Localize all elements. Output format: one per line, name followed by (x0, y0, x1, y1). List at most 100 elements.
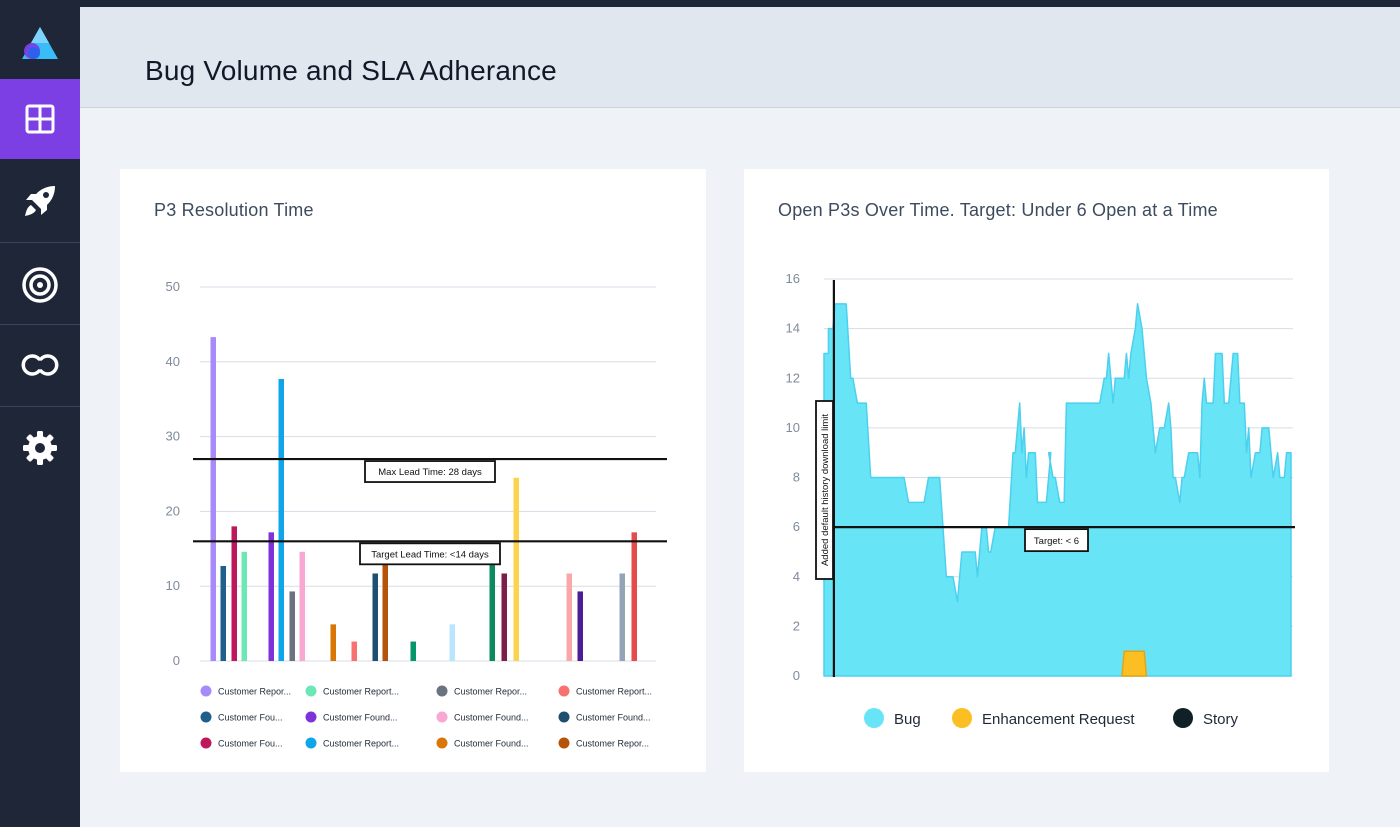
dashboard-icon (25, 104, 55, 134)
top-strip (0, 0, 1400, 7)
marker-label: Added default history download limit (820, 414, 831, 566)
legend-swatch (952, 708, 972, 728)
legend-swatch (436, 711, 448, 723)
reference-line-label-box (359, 542, 501, 566)
legend-swatch (305, 737, 317, 749)
page-header: Bug Volume and SLA Adherance (80, 7, 1400, 108)
y-tick-label: 4 (793, 569, 800, 584)
legend-swatch (200, 685, 212, 697)
legend-item-label: Enhancement Request (982, 711, 1135, 728)
legend-item-label: Customer Found... (323, 713, 398, 723)
gear-icon (23, 431, 57, 465)
legend-swatch (558, 685, 570, 697)
y-tick-label: 8 (793, 470, 800, 485)
nav-divider (0, 324, 80, 325)
y-tick-label: 0 (173, 653, 180, 668)
bar (210, 337, 216, 661)
nav-settings[interactable] (0, 408, 80, 488)
chart-card-resolution-time: P3 Resolution Time 0 10 20 30 40 50 Max Lead T… (120, 169, 706, 772)
legend-item-label: Customer Fou... (218, 713, 283, 723)
legend-swatch (436, 737, 448, 749)
nav-dashboard[interactable] (0, 79, 80, 159)
rocket-icon (25, 186, 55, 216)
y-tick-label: 6 (793, 519, 800, 534)
legend-item-label: Customer Found... (576, 713, 651, 723)
legend-item-label: Story (1203, 711, 1239, 728)
chart-card-open-p3s: Open P3s Over Time. Target: Under 6 Open… (744, 169, 1329, 772)
logo-icon (22, 27, 58, 59)
legend-swatch (1173, 708, 1193, 728)
legend-swatch (305, 711, 317, 723)
y-tick-label: 16 (786, 271, 800, 286)
bar (330, 624, 336, 661)
bar (382, 552, 388, 661)
nav-target[interactable] (0, 245, 80, 325)
y-tick-label: 10 (166, 578, 180, 593)
bar (289, 591, 295, 661)
bar (220, 566, 226, 661)
legend-item-label: Customer Repor... (218, 687, 291, 697)
reference-line-label: Target Lead Time: <14 days (371, 549, 489, 560)
legend-item-label: Customer Report... (576, 687, 652, 697)
legend-swatch (558, 711, 570, 723)
bar (631, 532, 637, 661)
legend-swatch (558, 737, 570, 749)
bar (449, 624, 455, 661)
bar (501, 573, 507, 661)
legend-item-label: Customer Report... (323, 687, 399, 697)
y-tick-label: 2 (793, 618, 800, 633)
area-chart: 0 2 4 6 8 10 12 14 16 Target: < 6 Added default hi… (786, 271, 1295, 728)
legend-item-label: Customer Found... (454, 739, 529, 749)
loop-icon (21, 354, 59, 376)
legend-item-label: Customer Repor... (454, 687, 527, 697)
nav-divider (0, 242, 80, 243)
legend-swatch (200, 737, 212, 749)
legend-item-label: Bug (894, 711, 921, 728)
bar (278, 379, 284, 661)
legend-item-label: Customer Found... (454, 713, 529, 723)
legend-swatch (305, 685, 317, 697)
legend-item-label: Customer Fou... (218, 739, 283, 749)
bar (241, 551, 247, 661)
bar (410, 641, 416, 661)
legend-swatch (864, 708, 884, 728)
bar (372, 573, 378, 661)
reference-line-label: Target: < 6 (1034, 536, 1079, 547)
bar (489, 547, 495, 661)
chart-title: P3 Resolution Time (154, 200, 314, 220)
bar (268, 532, 274, 661)
page-title: Bug Volume and SLA Adherance (145, 55, 557, 86)
app-logo[interactable] (0, 7, 80, 79)
y-tick-label: 0 (793, 668, 800, 683)
y-tick-label: 12 (786, 370, 800, 385)
reference-line-label: Max Lead Time: 28 days (378, 467, 482, 478)
y-tick-label: 10 (786, 420, 800, 435)
reference-line-label-box (364, 460, 496, 483)
y-tick-label: 20 (166, 503, 180, 518)
bar (619, 573, 625, 661)
bar (513, 477, 519, 661)
nav-divider (0, 406, 80, 407)
y-tick-label: 40 (166, 354, 180, 369)
bar (231, 526, 237, 661)
bar-chart: 0 10 20 30 40 50 Max Lead Time: 28 days Target … (166, 279, 667, 749)
nav-loop[interactable] (0, 325, 80, 405)
y-tick-label: 50 (166, 279, 180, 294)
reference-line-label-box (1024, 528, 1089, 553)
series-area-enhancement-request (1121, 650, 1148, 677)
y-tick-label: 14 (786, 321, 800, 336)
sidebar (0, 0, 80, 827)
bar (351, 641, 357, 661)
legend-swatch (200, 711, 212, 723)
legend-item-label: Customer Report... (323, 739, 399, 749)
bar (566, 573, 572, 661)
legend-swatch (436, 685, 448, 697)
marker-label-box (815, 400, 834, 580)
chart-title: Open P3s Over Time. Target: Under 6 Open… (778, 200, 1218, 220)
bar (299, 551, 305, 661)
nav-rocket[interactable] (0, 161, 80, 241)
target-icon (22, 267, 58, 303)
series-area-bug (823, 303, 1292, 677)
y-tick-label: 30 (166, 429, 180, 444)
legend-item-label: Customer Repor... (576, 739, 649, 749)
